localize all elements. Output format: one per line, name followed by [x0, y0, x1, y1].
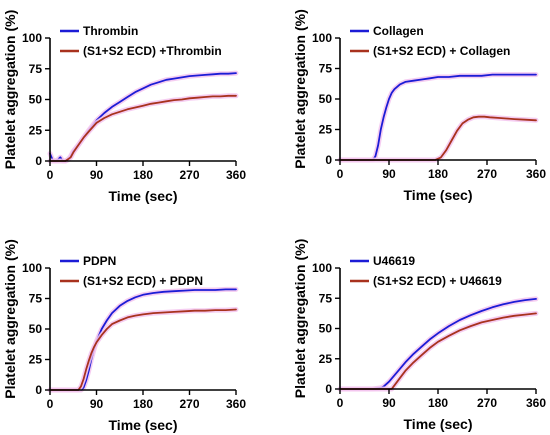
legend-label-treated: (S1+S2 ECD) +Thrombin — [83, 44, 222, 58]
x-tick-label: 360 — [226, 168, 246, 182]
y-tick-label: 50 — [29, 322, 43, 336]
x-tick-label: 360 — [526, 167, 546, 181]
legend-label-treated: (S1+S2 ECD) + PDPN — [83, 274, 203, 288]
chart-panel-3: 0 25 50 75 100 0 90 180 270 360 Time (sec) Platelet… — [2, 239, 246, 433]
y-tick-label: 0 — [325, 153, 332, 167]
x-tick-label: 360 — [226, 397, 246, 411]
y-tick-label: 75 — [319, 291, 333, 305]
y-axis-label: Platelet aggregation (%) — [292, 239, 308, 398]
x-axis-label: Time (sec) — [109, 188, 178, 204]
chart-panel-2: 0 25 50 75 100 0 90 180 270 360 Time (sec) Platelet… — [292, 9, 546, 203]
y-axis-label: Platelet aggregation (%) — [292, 9, 308, 168]
chart-panel-4: 0 25 50 75 100 0 90 180 270 360 Time (sec) Platelet… — [292, 239, 546, 432]
series-line-treated — [49, 308, 237, 391]
x-tick-label: 180 — [428, 396, 448, 410]
y-tick-label: 0 — [35, 154, 42, 168]
y-tick-label: 50 — [29, 93, 43, 107]
y-tick-label: 75 — [319, 62, 333, 76]
y-tick-label: 25 — [29, 123, 43, 137]
y-tick-label: 100 — [312, 261, 332, 275]
x-tick-label: 270 — [477, 167, 497, 181]
x-tick-label: 0 — [337, 396, 344, 410]
legend-label-control: PDPN — [83, 254, 116, 268]
y-tick-label: 25 — [319, 123, 333, 137]
x-tick-label: 0 — [47, 168, 54, 182]
x-tick-label: 180 — [133, 397, 153, 411]
legend-label-treated: (S1+S2 ECD) + U46619 — [373, 274, 502, 288]
y-tick-label: 0 — [325, 382, 332, 396]
x-tick-label: 90 — [382, 167, 396, 181]
legend-label-treated: (S1+S2 ECD) + Collagen — [373, 44, 510, 58]
x-tick-label: 0 — [47, 397, 54, 411]
y-axis-label: Platelet aggregation (%) — [2, 10, 18, 169]
y-tick-label: 75 — [29, 292, 43, 306]
x-tick-label: 270 — [179, 397, 199, 411]
x-tick-label: 90 — [382, 396, 396, 410]
series-line-control — [49, 288, 237, 391]
y-tick-label: 50 — [319, 92, 333, 106]
x-axis-label: Time (sec) — [404, 187, 473, 203]
x-tick-label: 90 — [90, 168, 104, 182]
y-tick-label: 50 — [319, 322, 333, 336]
legend-label-control: U46619 — [373, 254, 415, 268]
y-tick-label: 25 — [319, 352, 333, 366]
y-tick-label: 0 — [35, 383, 42, 397]
x-tick-label: 360 — [526, 396, 546, 410]
y-tick-label: 100 — [312, 31, 332, 45]
x-tick-label: 0 — [337, 167, 344, 181]
chart-panel-1: 0 25 50 75 100 0 90 180 270 360 Time (sec) Platelet… — [2, 10, 246, 204]
y-tick-label: 75 — [29, 62, 43, 76]
legend-label-control: Thrombin — [83, 24, 138, 38]
y-axis-label: Platelet aggregation (%) — [2, 239, 18, 398]
x-tick-label: 270 — [179, 168, 199, 182]
x-tick-label: 270 — [477, 396, 497, 410]
y-tick-label: 25 — [29, 353, 43, 367]
y-tick-label: 100 — [22, 31, 42, 45]
x-axis-label: Time (sec) — [109, 417, 178, 433]
series-line-treated — [49, 94, 237, 162]
legend-label-control: Collagen — [373, 24, 424, 38]
x-tick-label: 90 — [90, 397, 104, 411]
series-line-control — [339, 73, 537, 161]
x-tick-label: 180 — [133, 168, 153, 182]
y-tick-label: 100 — [22, 261, 42, 275]
x-axis-label: Time (sec) — [404, 416, 473, 432]
x-tick-label: 180 — [428, 167, 448, 181]
